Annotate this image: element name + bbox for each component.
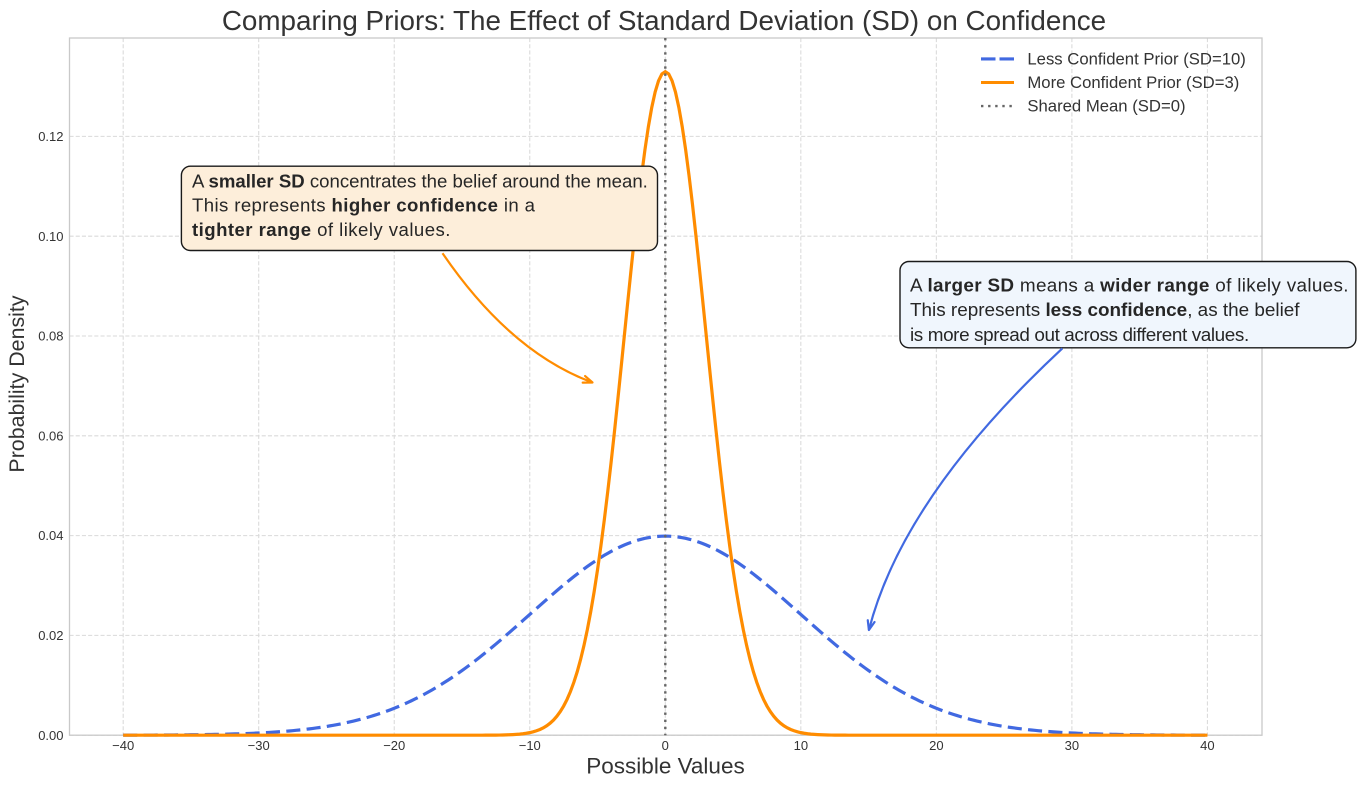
svg-text:Possible Values: Possible Values (586, 754, 744, 779)
svg-text:0.04: 0.04 (38, 528, 63, 543)
svg-text:0: 0 (662, 738, 669, 753)
svg-text:40: 40 (1200, 738, 1214, 753)
svg-text:This represents higher confide: This represents higher confidence in a (192, 195, 536, 216)
svg-text:0.08: 0.08 (38, 329, 63, 344)
svg-text:0.10: 0.10 (38, 229, 63, 244)
svg-text:0.06: 0.06 (38, 428, 63, 443)
svg-text:Shared Mean (SD=0): Shared Mean (SD=0) (1027, 97, 1185, 116)
svg-text:−40: −40 (112, 738, 134, 753)
svg-text:More Confident Prior (SD=3): More Confident Prior (SD=3) (1027, 73, 1239, 92)
svg-text:20: 20 (929, 738, 943, 753)
svg-text:is more spread out across diff: is more spread out across different valu… (910, 325, 1249, 346)
svg-text:0.12: 0.12 (38, 129, 63, 144)
svg-text:30: 30 (1065, 738, 1079, 753)
svg-text:tighter range of likely values: tighter range of likely values. (192, 219, 451, 240)
svg-text:A larger SD means a wider rang: A larger SD means a wider range of likel… (910, 276, 1349, 297)
svg-text:A smaller SD concentrates the: A smaller SD concentrates the belief aro… (192, 171, 648, 192)
svg-text:−10: −10 (519, 738, 541, 753)
svg-text:Less Confident Prior (SD=10): Less Confident Prior (SD=10) (1027, 50, 1245, 69)
svg-text:10: 10 (794, 738, 808, 753)
svg-text:Probability Density: Probability Density (5, 295, 29, 472)
svg-text:−30: −30 (248, 738, 270, 753)
svg-text:0.02: 0.02 (38, 628, 63, 643)
svg-text:This represents less confidenc: This represents less confidence, as the … (910, 300, 1300, 321)
svg-text:−20: −20 (383, 738, 405, 753)
svg-text:0.00: 0.00 (38, 728, 63, 743)
svg-text:Comparing Priors: The Effect o: Comparing Priors: The Effect of Standard… (222, 5, 1106, 36)
